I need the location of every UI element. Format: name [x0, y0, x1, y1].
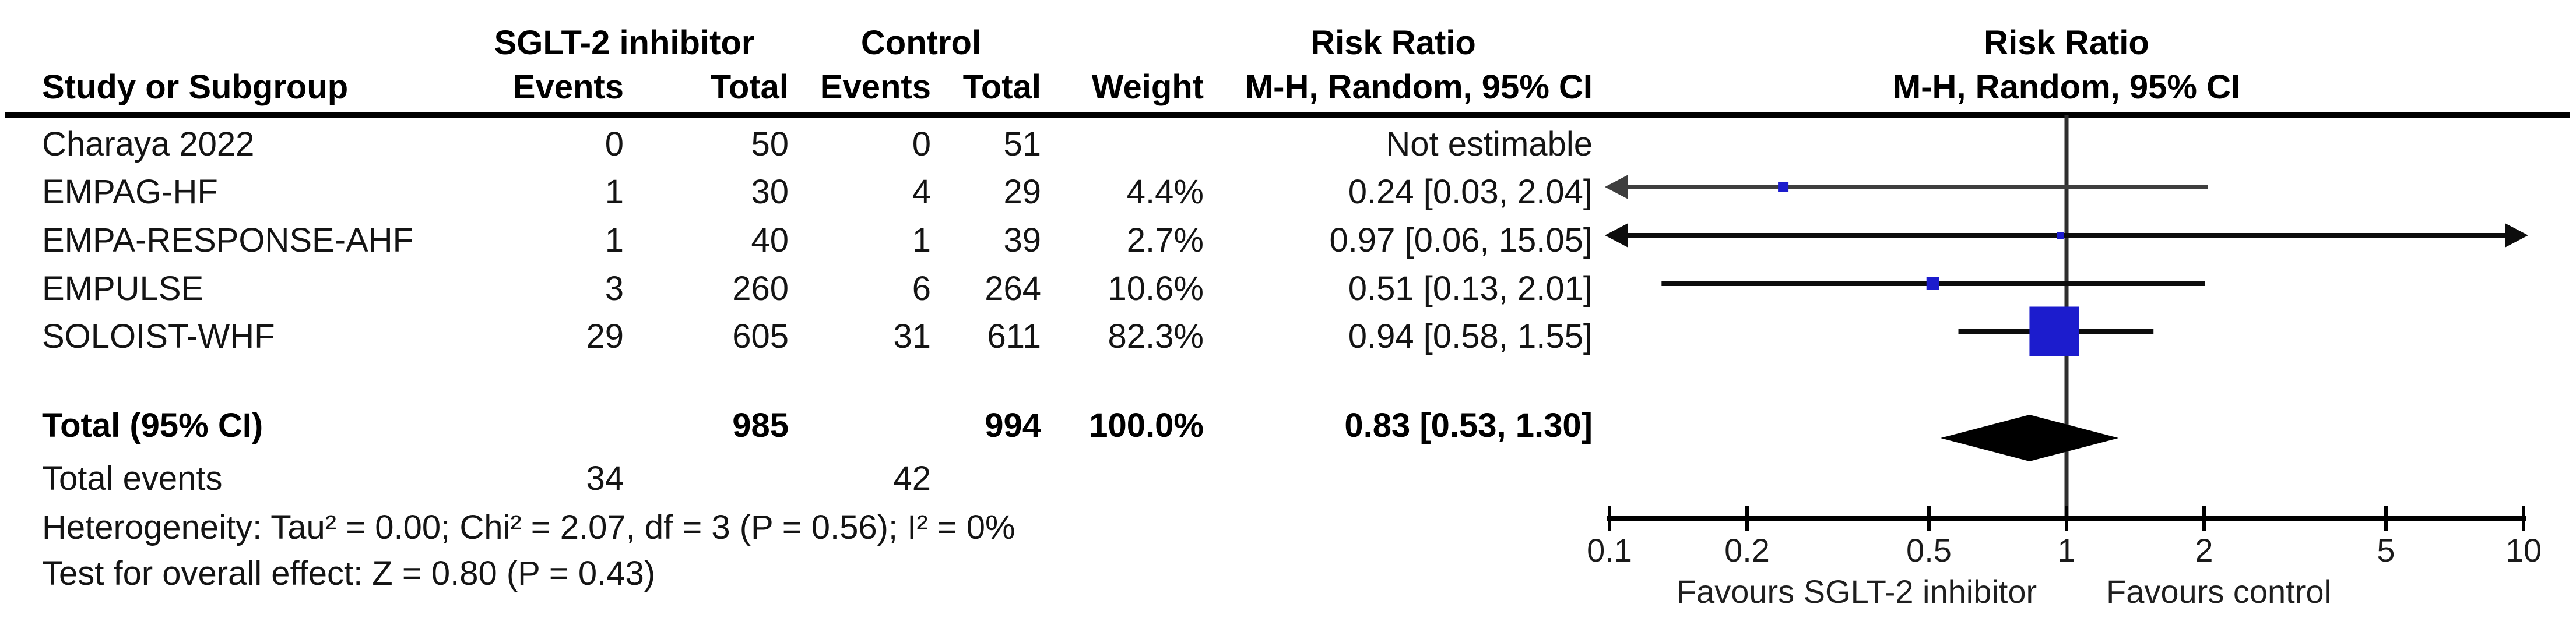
weight-value: 2.7% [1126, 221, 1204, 259]
ctrl-events: 6 [912, 270, 931, 308]
axis-tick [2202, 506, 2206, 531]
axis-tick [2065, 506, 2068, 531]
study-name: SOLOIST-WHF [42, 317, 275, 355]
treat-total: 50 [751, 125, 789, 163]
axis-tick [1927, 506, 1931, 531]
ctrl-events-sum: 42 [893, 460, 931, 497]
treat-events-sum: 34 [586, 460, 624, 497]
treat-events: 1 [605, 173, 624, 211]
axis-tick [2522, 506, 2525, 531]
study-name: EMPULSE [42, 270, 204, 308]
effect-column-title: Risk Ratio [1310, 24, 1476, 62]
ctrl-total: 264 [985, 270, 1041, 308]
ctrl-events: 31 [893, 317, 931, 355]
axis-tick-label: 2 [2195, 532, 2213, 569]
treat-total: 260 [732, 270, 789, 308]
total-label: Total (95% CI) [42, 407, 263, 444]
weight-value: 82.3% [1108, 317, 1204, 355]
axis-tick-label: 10 [2505, 532, 2542, 569]
ctrl-events-header: Events [820, 68, 931, 106]
point-estimate-marker [2029, 306, 2079, 356]
ci-text: Not estimable [1386, 125, 1593, 163]
ci-text: 0.97 [0.06, 15.05] [1329, 221, 1593, 259]
heterogeneity-text: Heterogeneity: Tau² = 0.00; Chi² = 2.07,… [42, 509, 1015, 546]
treat-events: 3 [605, 270, 624, 308]
control-group-header: Control [860, 24, 982, 62]
axis-tick-label: 1 [2057, 532, 2076, 569]
total-events-label: Total events [42, 460, 223, 497]
treat-total-header: Total [710, 68, 789, 106]
ctrl-total-header: Total [962, 68, 1041, 106]
ctrl-events: 1 [912, 221, 931, 259]
total-weight: 100.0% [1089, 407, 1204, 444]
axis-tick [1608, 506, 1611, 531]
treat-total: 40 [751, 221, 789, 259]
treat-events: 1 [605, 221, 624, 259]
treat-events-header: Events [512, 68, 624, 106]
weight-column-header: Weight [1091, 68, 1204, 106]
axis-tick-label: 0.2 [1724, 532, 1770, 569]
weight-value: 10.6% [1108, 270, 1204, 308]
study-column-header: Study or Subgroup [42, 68, 349, 106]
ctrl-total: 39 [1003, 221, 1041, 259]
point-estimate-marker [2057, 232, 2064, 239]
ctrl-events: 4 [912, 173, 931, 211]
treat-total-sum: 985 [732, 407, 789, 444]
ci-text: 0.94 [0.58, 1.55] [1348, 317, 1593, 355]
ctrl-total: 611 [987, 317, 1041, 355]
ci-text: 0.51 [0.13, 2.01] [1348, 270, 1593, 308]
axis-tick [1745, 506, 1749, 531]
favours-left-label: Favours SGLT-2 inhibitor [1676, 573, 2037, 610]
study-name: EMPA-RESPONSE-AHF [42, 221, 414, 259]
treat-events: 29 [586, 317, 624, 355]
plot-subtitle: M-H, Random, 95% CI [1892, 68, 2241, 106]
treatment-group-header: SGLT-2 inhibitor [494, 24, 755, 62]
treat-total: 30 [751, 173, 789, 211]
favours-right-label: Favours control [2106, 573, 2331, 610]
ctrl-events: 0 [912, 125, 931, 163]
ctrl-total: 29 [1003, 173, 1041, 211]
ci-line [1609, 233, 2524, 238]
axis-tick-label: 0.1 [1587, 532, 1632, 569]
treat-events: 0 [605, 125, 624, 163]
ctrl-total: 51 [1003, 125, 1041, 163]
treat-total: 605 [732, 317, 789, 355]
ci-line [1609, 185, 2208, 189]
axis-tick-label: 5 [2377, 532, 2395, 569]
axis-tick [2384, 506, 2388, 531]
point-estimate-marker [1926, 277, 1939, 290]
weight-value: 4.4% [1126, 173, 1204, 211]
effect-column-subtitle: M-H, Random, 95% CI [1245, 68, 1593, 106]
overall-effect-text: Test for overall effect: Z = 0.80 (P = 0… [42, 555, 656, 592]
arrow-right-icon [2505, 223, 2528, 248]
total-ci-text: 0.83 [0.53, 1.30] [1344, 407, 1593, 444]
arrow-left-icon [1605, 175, 1628, 199]
study-name: Charaya 2022 [42, 125, 255, 163]
axis-tick-label: 0.5 [1906, 532, 1952, 569]
plot-title: Risk Ratio [1984, 24, 2149, 62]
ci-text: 0.24 [0.03, 2.04] [1348, 173, 1593, 211]
pooled-effect-diamond [1940, 415, 2119, 461]
header-divider [5, 112, 2570, 118]
arrow-left-icon [1605, 223, 1628, 248]
ctrl-total-sum: 994 [985, 407, 1041, 444]
study-name: EMPAG-HF [42, 173, 218, 211]
point-estimate-marker [1778, 182, 1789, 192]
